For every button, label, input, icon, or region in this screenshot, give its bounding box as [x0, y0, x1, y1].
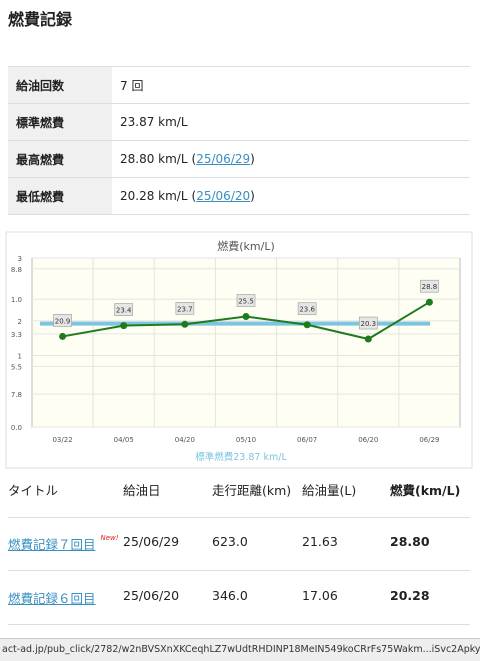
- record-distance: 346.0: [212, 588, 248, 603]
- paren: (: [191, 152, 197, 166]
- summary-value-cell: 7 回: [112, 66, 470, 104]
- value-label-box: [53, 314, 72, 327]
- value-label-box: [297, 302, 317, 316]
- column-header: 給油量(L): [302, 483, 357, 498]
- column-header: 燃費(km/L): [390, 483, 461, 498]
- summary-value: 28.80 km/L: [120, 152, 188, 166]
- point: [425, 298, 433, 306]
- x-tick-label: 06/07: [297, 436, 317, 444]
- y-tick-label: 1: [18, 353, 22, 361]
- summary-row: 最低燃費 20.28 km/L (25/06/20): [8, 177, 470, 215]
- summary-label: 標準燃費: [8, 103, 112, 141]
- value-label: 20.9: [55, 317, 71, 325]
- summary-label: 最高燃費: [8, 140, 112, 178]
- separator: [8, 624, 470, 625]
- x-tick-label: 06/29: [419, 436, 439, 444]
- record-distance: 623.0: [212, 534, 248, 549]
- record-fuel: 17.06: [302, 588, 338, 603]
- value-label: 20.3: [360, 320, 376, 328]
- summary-value-cell: 23.87 km/L: [112, 103, 470, 141]
- new-badge: New!: [100, 534, 119, 542]
- value-label-box: [114, 303, 134, 316]
- column-header: タイトル: [8, 483, 59, 498]
- y-tick-label: 3: [18, 255, 22, 263]
- separator: [8, 570, 470, 571]
- summary-table: 給油回数 7 回標準燃費 23.87 km/L 最高燃費 28.80 km/L (25/0…: [8, 66, 470, 215]
- y-tick-label: 5.5: [11, 363, 22, 371]
- paren: ): [250, 152, 255, 166]
- plot-area: [31, 257, 461, 428]
- value-label: 28.8: [422, 283, 438, 291]
- value-label: 23.6: [299, 306, 315, 314]
- point: [364, 335, 372, 343]
- x-tick-label: 04/20: [175, 436, 195, 444]
- value-label: 23.4: [116, 307, 132, 315]
- y-tick-label: 8.8: [11, 266, 22, 274]
- value-label-box: [420, 279, 439, 293]
- record-economy: 20.28: [390, 588, 430, 603]
- title-cell: 燃費記録７回目 New!: [8, 534, 119, 553]
- point: [242, 313, 250, 320]
- point: [120, 322, 128, 330]
- record-economy: 28.80: [390, 534, 430, 549]
- y-tick-label: 3.3: [11, 331, 22, 339]
- value-label: 25.5: [238, 298, 254, 306]
- paren: ): [250, 189, 255, 203]
- date-link[interactable]: 25/06/20: [196, 189, 251, 203]
- separator: [8, 517, 470, 518]
- page-title: 燃費記録: [8, 10, 73, 29]
- record-fuel: 21.63: [302, 534, 338, 549]
- y-tick-label: 1.0: [11, 296, 22, 304]
- chart-title: 燃費(km/L): [217, 239, 275, 253]
- value-label-box: [358, 316, 378, 330]
- x-tick-label: 05/10: [236, 436, 256, 444]
- value-label-box: [175, 302, 195, 315]
- paren: (: [191, 189, 197, 203]
- y-tick-label: 2: [18, 318, 22, 326]
- summary-label: 給油回数: [8, 66, 112, 104]
- status-bar: act-ad.jp/pub_click/2782/w2nBVSXnXKCeqhL…: [0, 638, 480, 661]
- summary-value: 20.28 km/L: [120, 189, 188, 203]
- summary-value-cell: 20.28 km/L (25/06/20): [112, 177, 470, 215]
- summary-row: 給油回数 7 回: [8, 66, 470, 104]
- record-date: 25/06/20: [123, 588, 180, 603]
- chart-frame: [5, 231, 473, 469]
- column-header: 走行距離(km): [212, 483, 292, 498]
- x-tick-label: 03/22: [52, 436, 72, 444]
- value-label-box: [236, 294, 256, 307]
- record-link[interactable]: 燃費記録７回目: [8, 537, 96, 552]
- x-tick-label: 04/05: [114, 436, 134, 444]
- summary-value: 23.87 km/L: [120, 115, 188, 129]
- summary-row: 最高燃費 28.80 km/L (25/06/29): [8, 140, 470, 178]
- chart: 燃費(km/L) 0.0 7.8 5.5 1 3.3 2 1.0 8.8 3 03/22 04/05 0…: [5, 231, 473, 469]
- status-url: act-ad.jp/pub_click/2782/w2nBVSXnXKCeqhL…: [2, 644, 480, 655]
- x-axis-label: 標準燃費23.87 km/L: [195, 451, 287, 463]
- summary-value-cell: 28.80 km/L (25/06/29): [112, 140, 470, 178]
- summary-label: 最低燃費: [8, 177, 112, 215]
- summary-value: 7 回: [120, 78, 144, 93]
- y-tick-label: 7.8: [11, 391, 22, 399]
- record-link[interactable]: 燃費記録６回目: [8, 591, 96, 606]
- value-label: 23.7: [177, 305, 193, 313]
- summary-row: 標準燃費 23.87 km/L: [8, 103, 470, 141]
- point: [303, 321, 311, 329]
- title-cell: 燃費記録６回目: [8, 588, 96, 607]
- date-link[interactable]: 25/06/29: [196, 152, 251, 166]
- x-tick-label: 06/20: [358, 436, 378, 444]
- record-date: 25/06/29: [123, 534, 180, 549]
- point: [181, 320, 189, 328]
- column-header: 給油日: [123, 483, 161, 498]
- point: [59, 332, 67, 340]
- y-tick-label: 0.0: [11, 424, 22, 432]
